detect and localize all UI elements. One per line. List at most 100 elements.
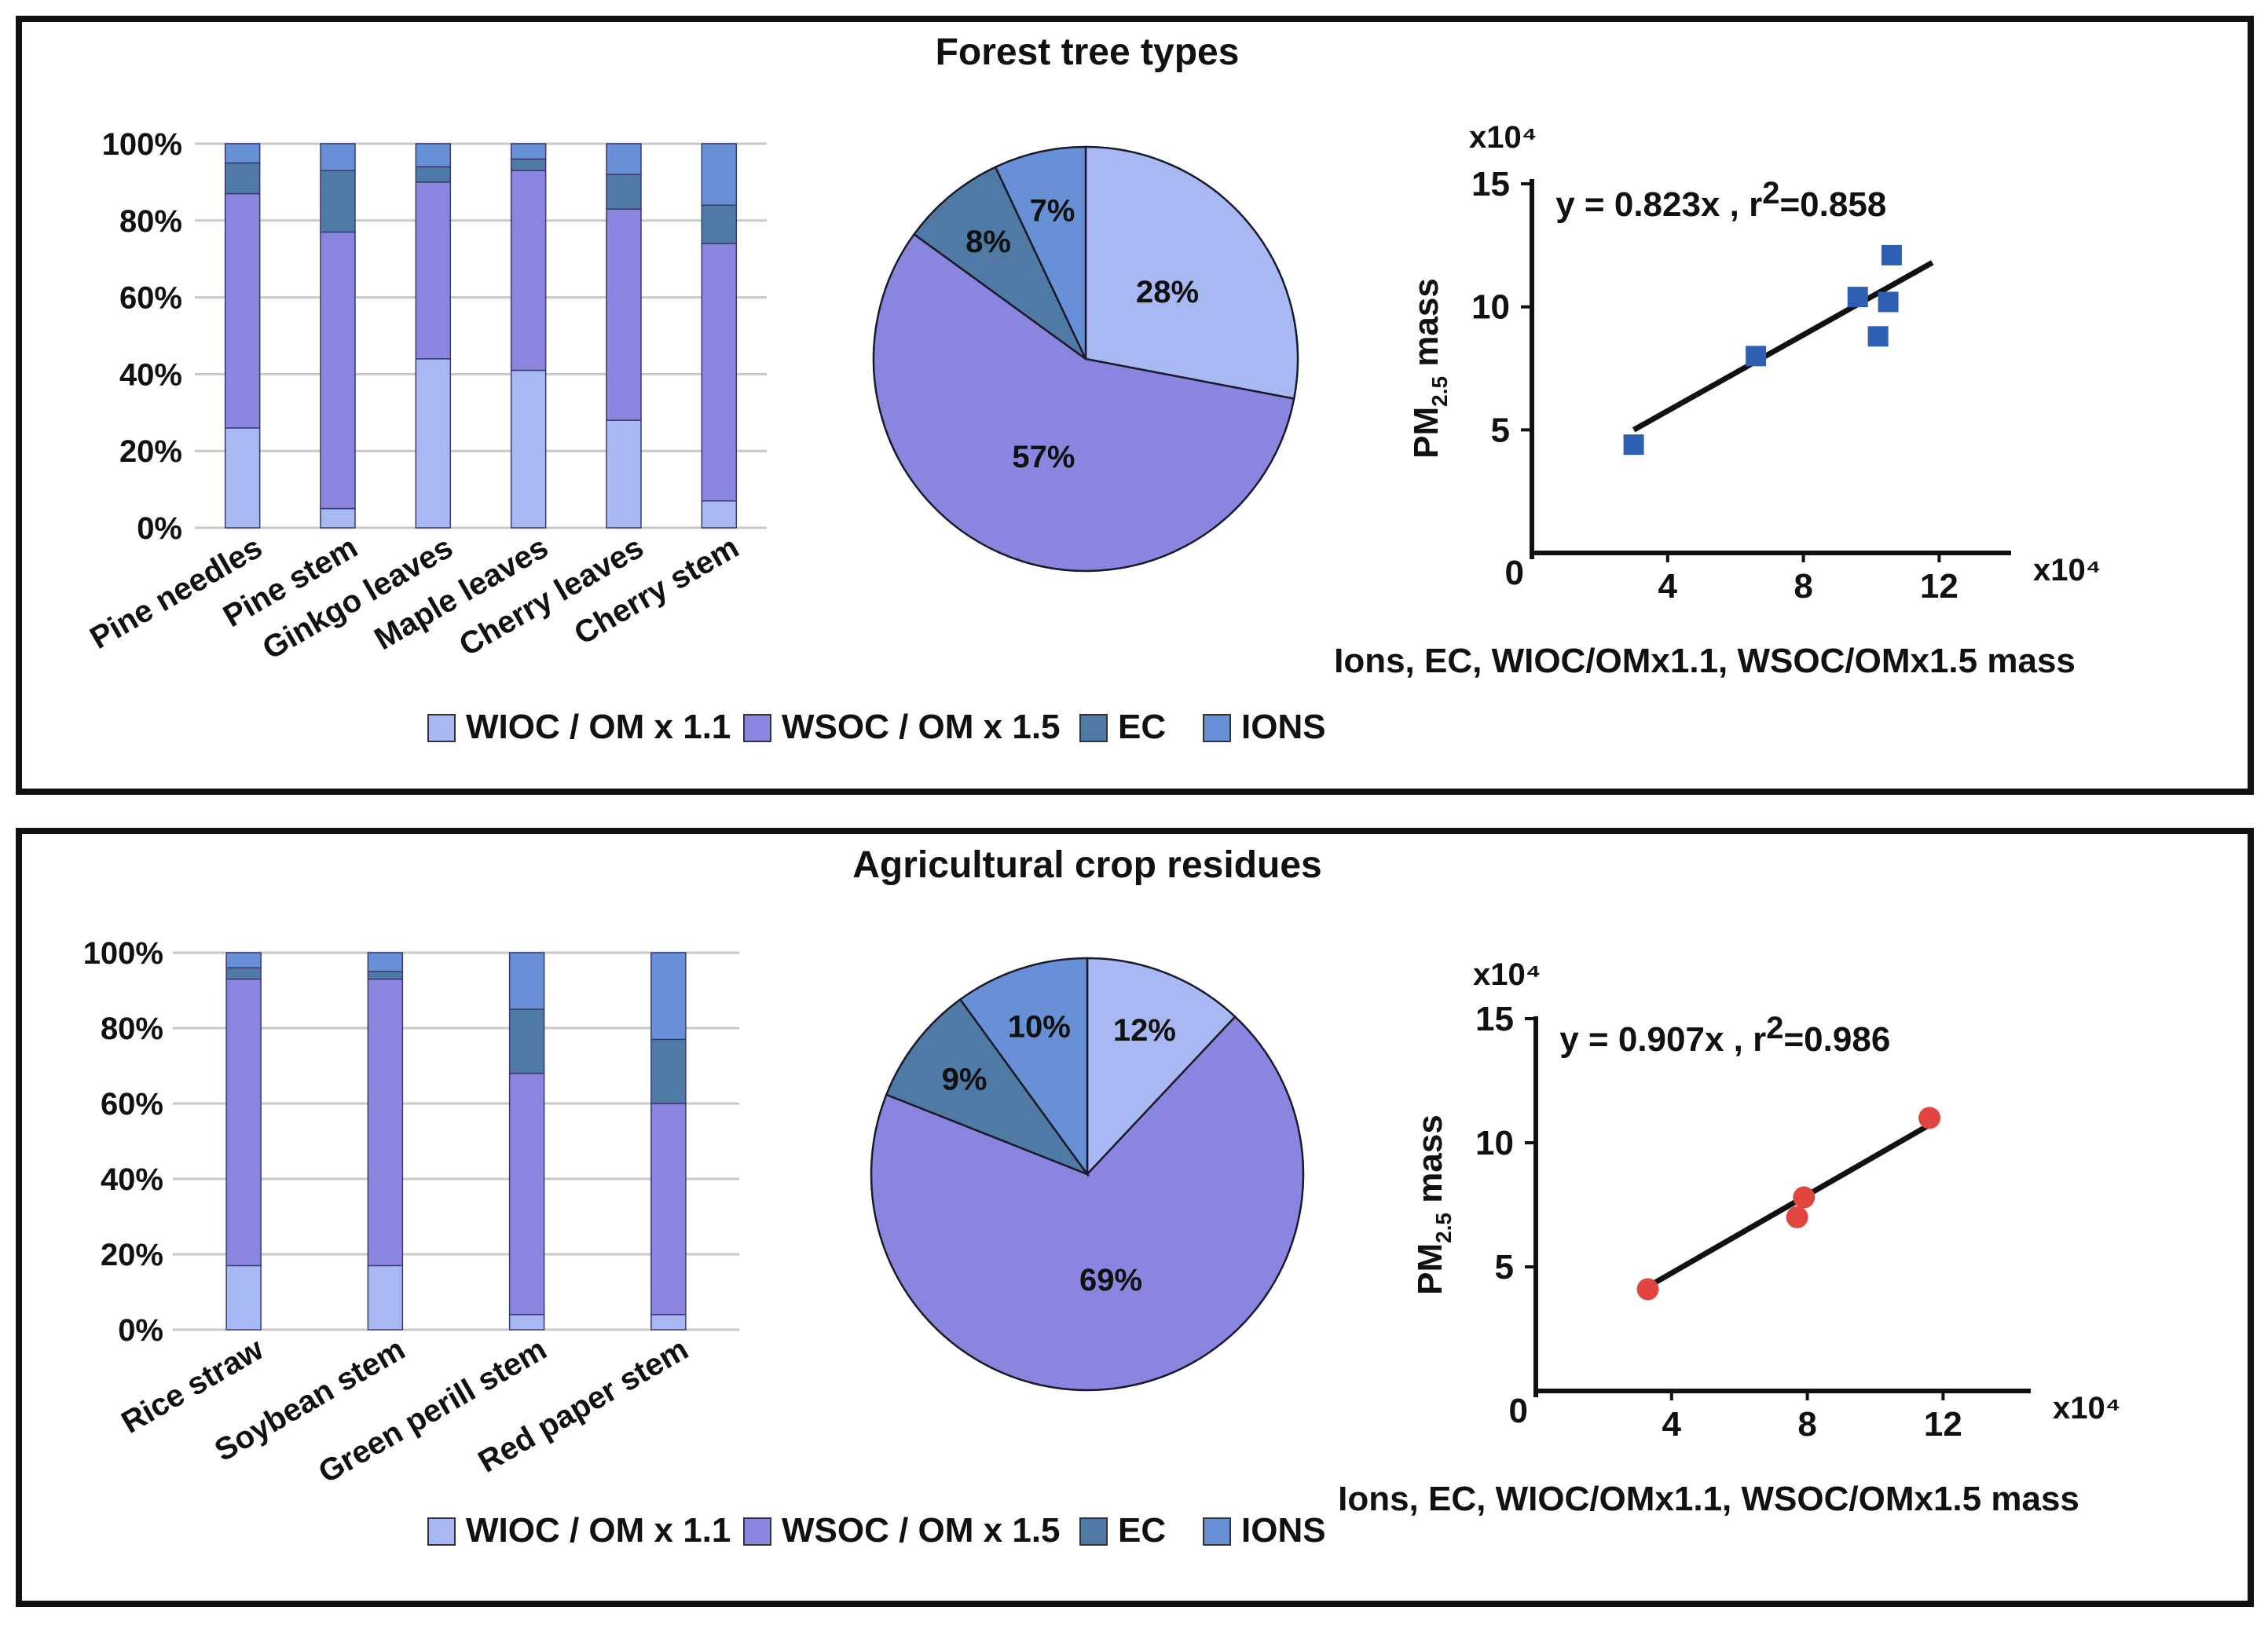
- legend: WIOC / OM x 1.1 WSOC / OM x 1.5 EC IONS: [427, 708, 1326, 746]
- y-tick-label: 10: [1471, 288, 1510, 327]
- bar-segment-wsoc: [606, 208, 642, 421]
- data-point: [1623, 434, 1644, 456]
- legend-label: WSOC / OM x 1.5: [782, 1511, 1061, 1550]
- origin-label: 0: [1505, 554, 1524, 592]
- pie-label: 7%: [1030, 193, 1075, 228]
- bar-segment-wsoc: [415, 181, 452, 360]
- ylabel-rest: mass: [1411, 1114, 1449, 1213]
- data-point: [1793, 1186, 1815, 1209]
- pie-slice-wioc: [1086, 957, 1237, 1177]
- bar-segment-ions: [650, 952, 687, 1041]
- legend-label: EC: [1118, 708, 1166, 746]
- legend-label: IONS: [1241, 708, 1326, 746]
- bar-segment-wsoc: [510, 170, 547, 371]
- pie-slice-wioc: [1084, 145, 1299, 401]
- legend: WIOC / OM x 1.1 WSOC / OM x 1.5 EC IONS: [427, 1511, 1326, 1550]
- pie-label: 10%: [1008, 1010, 1071, 1045]
- y-tick-label: 100%: [83, 936, 163, 971]
- data-point: [1878, 291, 1899, 313]
- equation-sup: 2: [1762, 176, 1779, 210]
- pie-slice-wsoc: [872, 232, 1295, 573]
- bar-segment-ec: [650, 1038, 687, 1104]
- y-tick-label: 20%: [119, 434, 182, 469]
- bar-segment-wsoc: [367, 978, 404, 1267]
- bar-segment-ec: [320, 170, 356, 233]
- data-point: [1881, 244, 1902, 265]
- ylabel-main: PM: [1411, 1243, 1449, 1295]
- scatter-plot: 4 8 12 5 10 15 0 x10⁴ x10⁴ y = 0.823x , r2=0.858 P…: [1334, 120, 2101, 680]
- bar-segment-wsoc: [508, 1072, 545, 1316]
- legend-swatch-wioc: [427, 714, 456, 742]
- bar-segment-wioc: [606, 419, 642, 529]
- panel-border: [16, 16, 2254, 795]
- pie-chart: 12% 69% 9% 10%: [870, 957, 1305, 1392]
- bar-segment-wsoc: [225, 978, 262, 1267]
- bar-segment-ions: [320, 143, 356, 171]
- panel-title: Forest tree types: [936, 31, 1240, 73]
- x-axis-label: Ions, EC, WIOC/OMx1.1, WSOC/OMx1.5 mass: [1334, 642, 2076, 680]
- y-tick-label: 40%: [101, 1162, 163, 1197]
- equation-tail: =0.858: [1779, 185, 1886, 224]
- bar-segment-wioc: [415, 358, 452, 529]
- scatter-plot: 4 8 12 5 10 15 0 x10⁴ x10⁴ y = 0.907x , r2=0.986 P…: [1338, 957, 2120, 1518]
- y-multiplier: x10⁴: [1473, 957, 1541, 992]
- panel-border: [16, 828, 2254, 1607]
- bar-segment-ions: [367, 952, 404, 972]
- pie-slice-ions: [994, 145, 1087, 360]
- pie-slice-ions: [958, 957, 1089, 1177]
- pie-label: 28%: [1136, 275, 1199, 309]
- pie-label: 57%: [1012, 440, 1075, 474]
- y-tick-label: 10: [1475, 1124, 1514, 1162]
- bar-segment-wioc: [225, 1264, 262, 1330]
- x-tick-label: 8: [1794, 567, 1812, 606]
- ylabel-main: PM: [1407, 407, 1445, 459]
- bar-segment-ec: [415, 166, 452, 183]
- y-tick-label: 80%: [119, 204, 182, 239]
- bar-segment-ions: [224, 143, 261, 164]
- y-tick-label: 0%: [118, 1313, 163, 1348]
- y-tick-label: 20%: [101, 1238, 163, 1272]
- pie-label: 9%: [942, 1063, 987, 1097]
- equation-main: y = 0.907x , r: [1559, 1020, 1766, 1059]
- y-tick-label: 5: [1491, 411, 1510, 449]
- bar-segment-wioc: [650, 1314, 687, 1330]
- y-axis-label: PM2.5 mass: [1411, 1114, 1456, 1295]
- bar-segment-wioc: [510, 369, 547, 529]
- bar-segment-wioc: [320, 507, 356, 529]
- equation-sup: 2: [1766, 1011, 1783, 1045]
- x-axis-label: Ions, EC, WIOC/OMx1.1, WSOC/OMx1.5 mass: [1338, 1480, 2079, 1518]
- bar-segment-wioc: [224, 427, 261, 529]
- y-axis-label: PM2.5 mass: [1407, 278, 1452, 459]
- pie-label: 12%: [1113, 1013, 1176, 1048]
- data-point: [1847, 287, 1868, 308]
- bar-segment-ec: [367, 971, 404, 980]
- data-point: [1746, 346, 1767, 367]
- pie-slice-wsoc: [870, 1015, 1305, 1392]
- bar-segment-wsoc: [224, 192, 261, 429]
- equation-tail: =0.986: [1783, 1020, 1890, 1059]
- legend-label: WSOC / OM x 1.5: [782, 708, 1061, 746]
- x-multiplier: x10⁴: [2033, 553, 2101, 587]
- bar-segment-wioc: [701, 500, 738, 529]
- y-tick-label: 40%: [119, 357, 182, 392]
- y-tick-label: 60%: [119, 281, 182, 316]
- legend-swatch-ions: [1203, 1517, 1231, 1546]
- data-point: [1918, 1107, 1941, 1129]
- regression-line: [1632, 260, 1934, 433]
- y-tick-label: 15: [1475, 1000, 1514, 1038]
- y-tick-label: 60%: [101, 1087, 163, 1122]
- regression-equation: y = 0.907x , r2=0.986: [1559, 1011, 1890, 1059]
- bar-segment-ec: [701, 204, 738, 244]
- x-multiplier: x10⁴: [2053, 1391, 2121, 1426]
- equation-main: y = 0.823x , r: [1555, 185, 1762, 224]
- bar-segment-wioc: [367, 1264, 404, 1330]
- legend-label: IONS: [1241, 1511, 1326, 1550]
- bar-segment-ec: [508, 1008, 545, 1074]
- legend-label: EC: [1118, 1511, 1166, 1550]
- bar-segment-ions: [508, 952, 545, 1010]
- legend-swatch-wioc: [427, 1517, 456, 1546]
